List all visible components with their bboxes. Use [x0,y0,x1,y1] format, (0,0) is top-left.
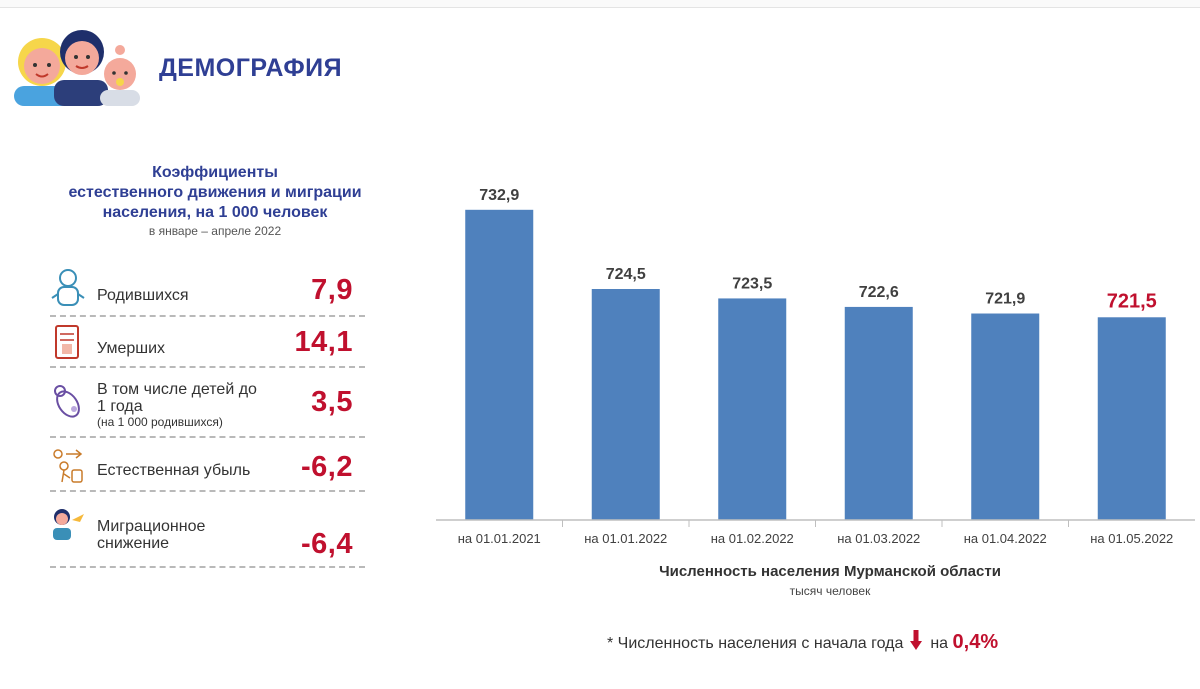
bar-1 [591,289,660,520]
row-divider [50,490,365,492]
natural-decline-icon [53,449,83,483]
bar-4 [971,313,1040,520]
bar-0 [465,209,534,521]
chart-title: Численность населения Мурманской области [659,563,1001,580]
death-certificate-icon [55,325,79,359]
row-value: 14,1 [294,326,353,358]
row-label: Естественная убыль [97,462,251,479]
row-divider [50,566,365,568]
bar-value-label-4: 721,9 [985,291,1025,308]
footnote-text: * Численность населения с начала года [607,635,904,652]
category-label-4: на 01.04.2022 [964,531,1047,546]
bar-5 [1097,317,1166,520]
row-value: 7,9 [311,274,353,306]
bar-value-label-0: 732,9 [479,187,519,204]
top-rule [0,0,1200,8]
bar-value-label-3: 722,6 [859,284,899,301]
row-divider [50,366,365,368]
row-label: Родившихся [97,287,189,304]
category-label-0: на 01.01.2021 [458,531,541,546]
family-icon [14,30,140,106]
category-label-1: на 01.01.2022 [584,531,667,546]
row-label: Миграционное снижение [97,518,206,552]
footnote-connector: на [930,635,949,652]
row-label: Умерших [97,340,166,357]
rate-row-migration: Миграционное снижение -6,4 [40,506,365,570]
bar-value-label-1: 724,5 [606,266,646,283]
rate-row-infant-deaths: В том числе детей до 1 года (на 1 000 ро… [40,378,365,438]
chart-subtitle: тысяч человек [789,584,871,598]
footnote-value: 0,4% [952,631,999,653]
population-bar-chart: 732,9 на 01.01.2021 724,5 на 01.01.2022 723,… [436,187,1195,546]
page-title: ДЕМОГРАФИЯ [159,54,343,82]
rate-row-natural-decline: Естественная убыль -6,2 [40,444,365,494]
infant-icon [54,385,80,418]
row-divider [50,315,365,317]
panel-title: Коэффициенты естественного движения и ми… [68,164,362,221]
category-label-2: на 01.02.2022 [711,531,794,546]
migration-icon [53,509,84,540]
category-label-3: на 01.03.2022 [837,531,920,546]
row-value: -6,4 [301,528,353,560]
baby-icon [51,269,85,306]
rate-row-births: Родившихся 7,9 [40,268,365,318]
bar-value-label-5: 721,5 [1107,290,1157,312]
row-value: 3,5 [311,386,353,418]
panel-period: в январе – апреле 2022 [148,224,282,238]
footnote: * Численность населения с начала года на… [607,630,998,654]
down-arrow-icon [909,630,922,650]
bar-2 [718,298,787,520]
row-divider [50,436,365,438]
row-label-text: В том числе детей до 1 года [97,381,257,415]
bar-3 [844,306,913,520]
row-value: -6,2 [301,451,353,483]
row-label: В том числе детей до 1 года (на 1 000 ро… [97,381,257,429]
bar-value-label-2: 723,5 [732,275,772,292]
category-label-5: на 01.05.2022 [1090,531,1173,546]
rate-row-deaths: Умерших 14,1 [40,320,365,370]
row-note: (на 1 000 родившихся) [97,415,223,429]
